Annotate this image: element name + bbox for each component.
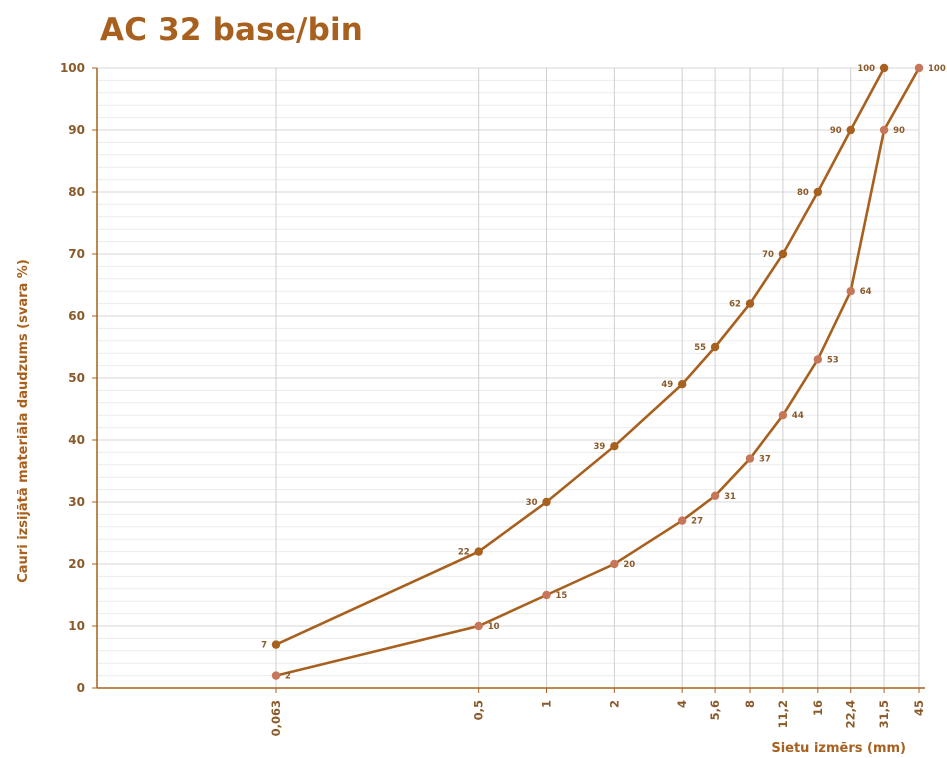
x-tick-label: 16 [811,700,825,716]
data-label: 64 [860,287,872,297]
data-label: 39 [593,442,605,452]
data-point [813,355,823,364]
data-label: 49 [661,380,673,390]
data-point [271,671,281,680]
data-label: 62 [729,300,741,310]
data-point [542,497,551,507]
y-tick-label: 40 [68,433,85,447]
y-tick-label: 70 [68,247,85,261]
series-line-2 [275,67,921,677]
data-label: 80 [797,188,809,198]
data-point [610,559,619,569]
data-label: 20 [623,560,635,570]
data-point [677,380,687,389]
x-tick-label: 31,5 [877,700,891,728]
data-label: 44 [792,411,804,421]
data-point [710,342,720,352]
x-tick-label: 0,5 [472,700,486,720]
y-tick-label: 90 [68,123,85,137]
x-axis-title: Sietu izmērs (mm) [771,741,906,756]
data-point [914,63,924,73]
y-tick-label: 10 [68,619,85,633]
data-point [745,299,755,308]
y-tick-label: 50 [68,371,85,385]
data-point [745,454,755,463]
axes [92,67,925,693]
data-label: 100 [857,64,875,74]
y-axis-title: Cauri izsijātā materiāla daudzums (svara… [16,259,31,583]
data-labels: 7 22 30 39 49 55 62 70 80 90 100 2 10 15 20 27 31 37 44 53 6… [261,64,946,682]
y-tick-label: 30 [68,495,85,509]
data-label: 27 [691,517,703,527]
x-tick-label: 2 [607,700,621,708]
data-point [846,287,855,296]
data-label: 90 [893,126,905,136]
x-tick-label: 11,2 [776,700,790,728]
x-tick-label: 5,6 [708,700,722,720]
data-label: 30 [526,498,538,508]
data-point [271,640,281,649]
data-label: 100 [928,64,946,74]
data-point [846,125,855,135]
series-group [271,63,924,680]
data-label: 10 [488,622,500,632]
data-label: 90 [830,126,842,136]
x-tick-label: 1 [540,700,554,708]
y-tick-label: 60 [68,309,85,323]
data-point [813,187,823,197]
x-tick-label: 45 [912,700,926,716]
data-label: 70 [762,250,774,260]
data-point [542,590,551,600]
data-point [879,125,889,135]
data-label: 37 [759,455,771,465]
data-point [778,249,788,259]
y-tick-label: 80 [68,185,85,199]
x-tick-label: 0,063 [269,700,283,736]
data-point [474,547,483,556]
y-tick-label: 0 [77,681,85,695]
data-point [610,442,619,451]
y-tick-label: 20 [68,557,85,571]
data-label: 2 [285,672,291,682]
x-tick-label: 8 [743,700,757,708]
data-point [879,63,889,73]
x-tick-label: 4 [675,700,689,708]
x-tick-label: 22,4 [844,700,858,728]
tick-labels: 0 10 20 30 40 50 60 70 80 90 100 0,063 0,5 1 2 4 5,6 8 11,… [60,61,926,736]
data-label: 22 [458,548,470,558]
data-point [778,411,788,420]
data-point [677,516,687,525]
data-label: 53 [827,355,839,365]
data-point [710,491,720,500]
data-point [474,621,483,631]
chart-title: AC 32 base/bin [100,12,364,48]
data-label: 55 [694,343,706,353]
grid [97,67,920,688]
data-label: 15 [556,591,568,601]
data-label: 31 [724,492,736,502]
y-tick-label: 100 [60,61,85,75]
data-label: 7 [261,641,267,651]
